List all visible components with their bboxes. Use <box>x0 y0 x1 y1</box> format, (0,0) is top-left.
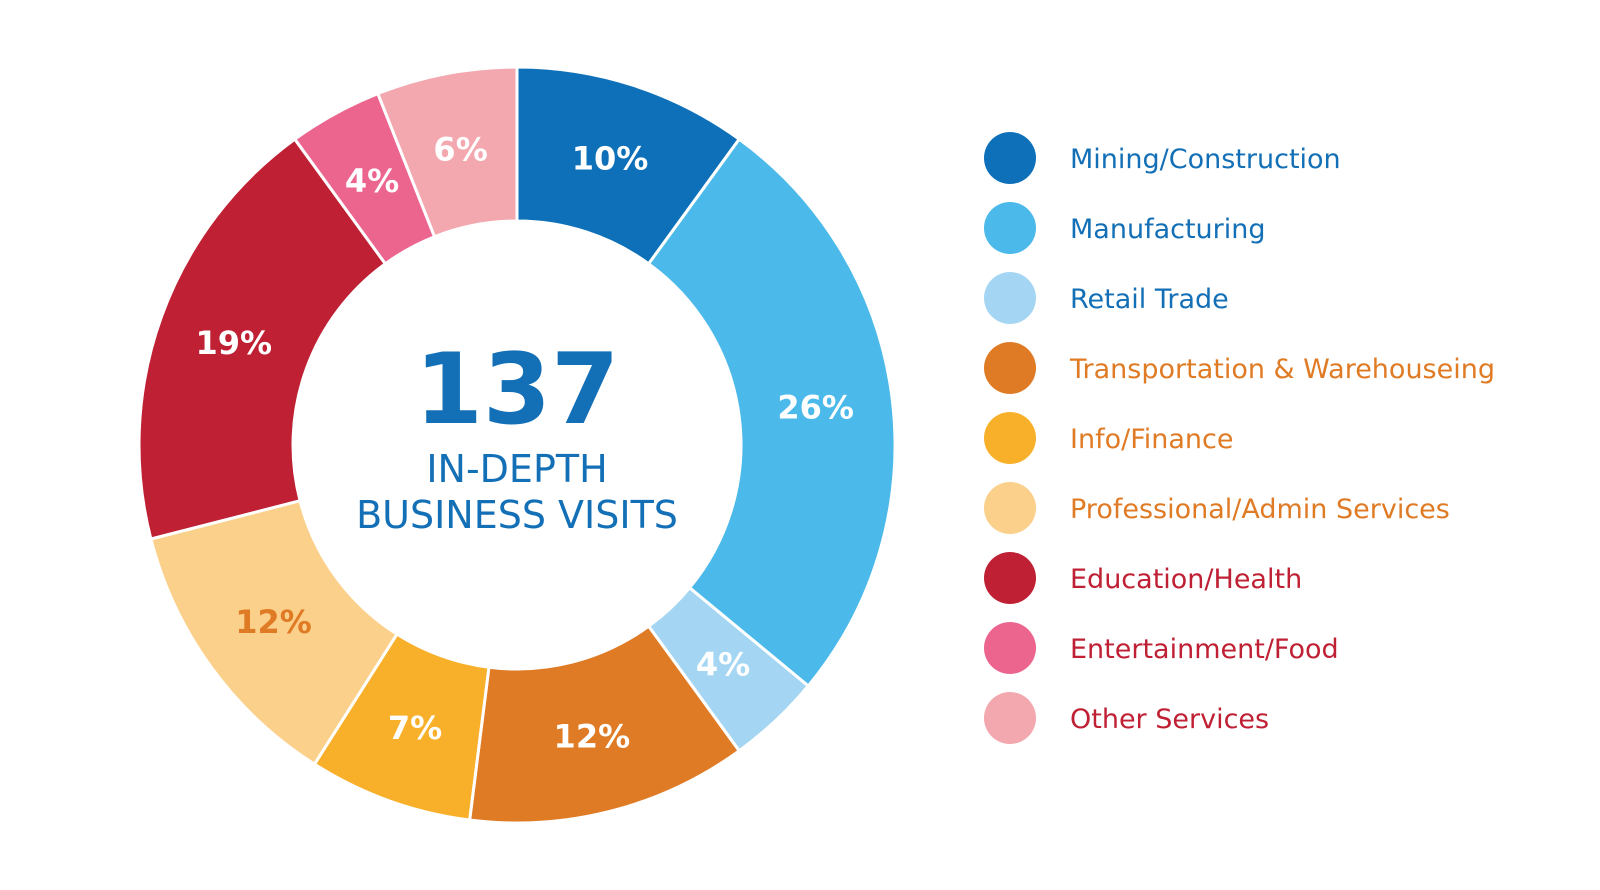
slice-education-health <box>137 137 388 541</box>
legend-label: Education/Health <box>1070 564 1302 595</box>
legend-swatch <box>984 552 1036 604</box>
slice-label: 19% <box>195 324 272 362</box>
legend-label: Mining/Construction <box>1070 144 1341 175</box>
legend-swatch <box>984 132 1036 184</box>
legend-swatch <box>984 342 1036 394</box>
legend-swatch <box>984 412 1036 464</box>
legend-label: Professional/Admin Services <box>1070 494 1450 525</box>
legend-item: Entertainment/Food <box>984 622 1339 674</box>
donut-center: 137 IN-DEPTH BUSINESS VISITS <box>356 333 678 537</box>
legend-item: Manufacturing <box>984 202 1266 254</box>
legend-swatch <box>984 482 1036 534</box>
legend-item: Mining/Construction <box>984 132 1341 184</box>
legend-swatch <box>984 202 1036 254</box>
legend-label: Other Services <box>1070 704 1269 735</box>
legend-item: Education/Health <box>984 552 1302 604</box>
slice-label: 7% <box>388 709 442 747</box>
legend-swatch <box>984 272 1036 324</box>
legend-swatch <box>984 622 1036 674</box>
donut-slices <box>137 65 897 825</box>
legend-item: Other Services <box>984 692 1269 744</box>
center-line-2: BUSINESS VISITS <box>356 493 678 537</box>
center-number: 137 <box>415 333 620 447</box>
slice-other-services <box>375 65 519 239</box>
center-line-1: IN-DEPTH <box>426 447 607 491</box>
legend-label: Info/Finance <box>1070 424 1234 455</box>
legend-label: Retail Trade <box>1070 284 1229 315</box>
slice-label: 6% <box>433 130 487 168</box>
slice-label: 4% <box>345 162 399 200</box>
legend-swatch <box>984 692 1036 744</box>
legend-item: Professional/Admin Services <box>984 482 1450 534</box>
legend: Mining/Construction Manufacturing Retail T… <box>984 132 1495 744</box>
legend-label: Transportation & Warehouseing <box>1069 354 1495 385</box>
slice-label: 12% <box>554 718 631 756</box>
slice-label: 26% <box>777 388 854 426</box>
slice-manufacturing <box>646 137 897 689</box>
legend-item: Retail Trade <box>984 272 1229 324</box>
slice-labels: 10% 26% 4% 12% 7% 12% 19% 4% 6% <box>195 130 853 755</box>
legend-label: Manufacturing <box>1070 214 1266 245</box>
legend-item: Info/Finance <box>984 412 1234 464</box>
slice-label: 4% <box>696 645 750 683</box>
legend-label: Entertainment/Food <box>1070 634 1339 665</box>
slice-label: 10% <box>572 140 649 178</box>
legend-item: Transportation & Warehouseing <box>984 342 1495 394</box>
slice-label: 12% <box>235 603 312 641</box>
